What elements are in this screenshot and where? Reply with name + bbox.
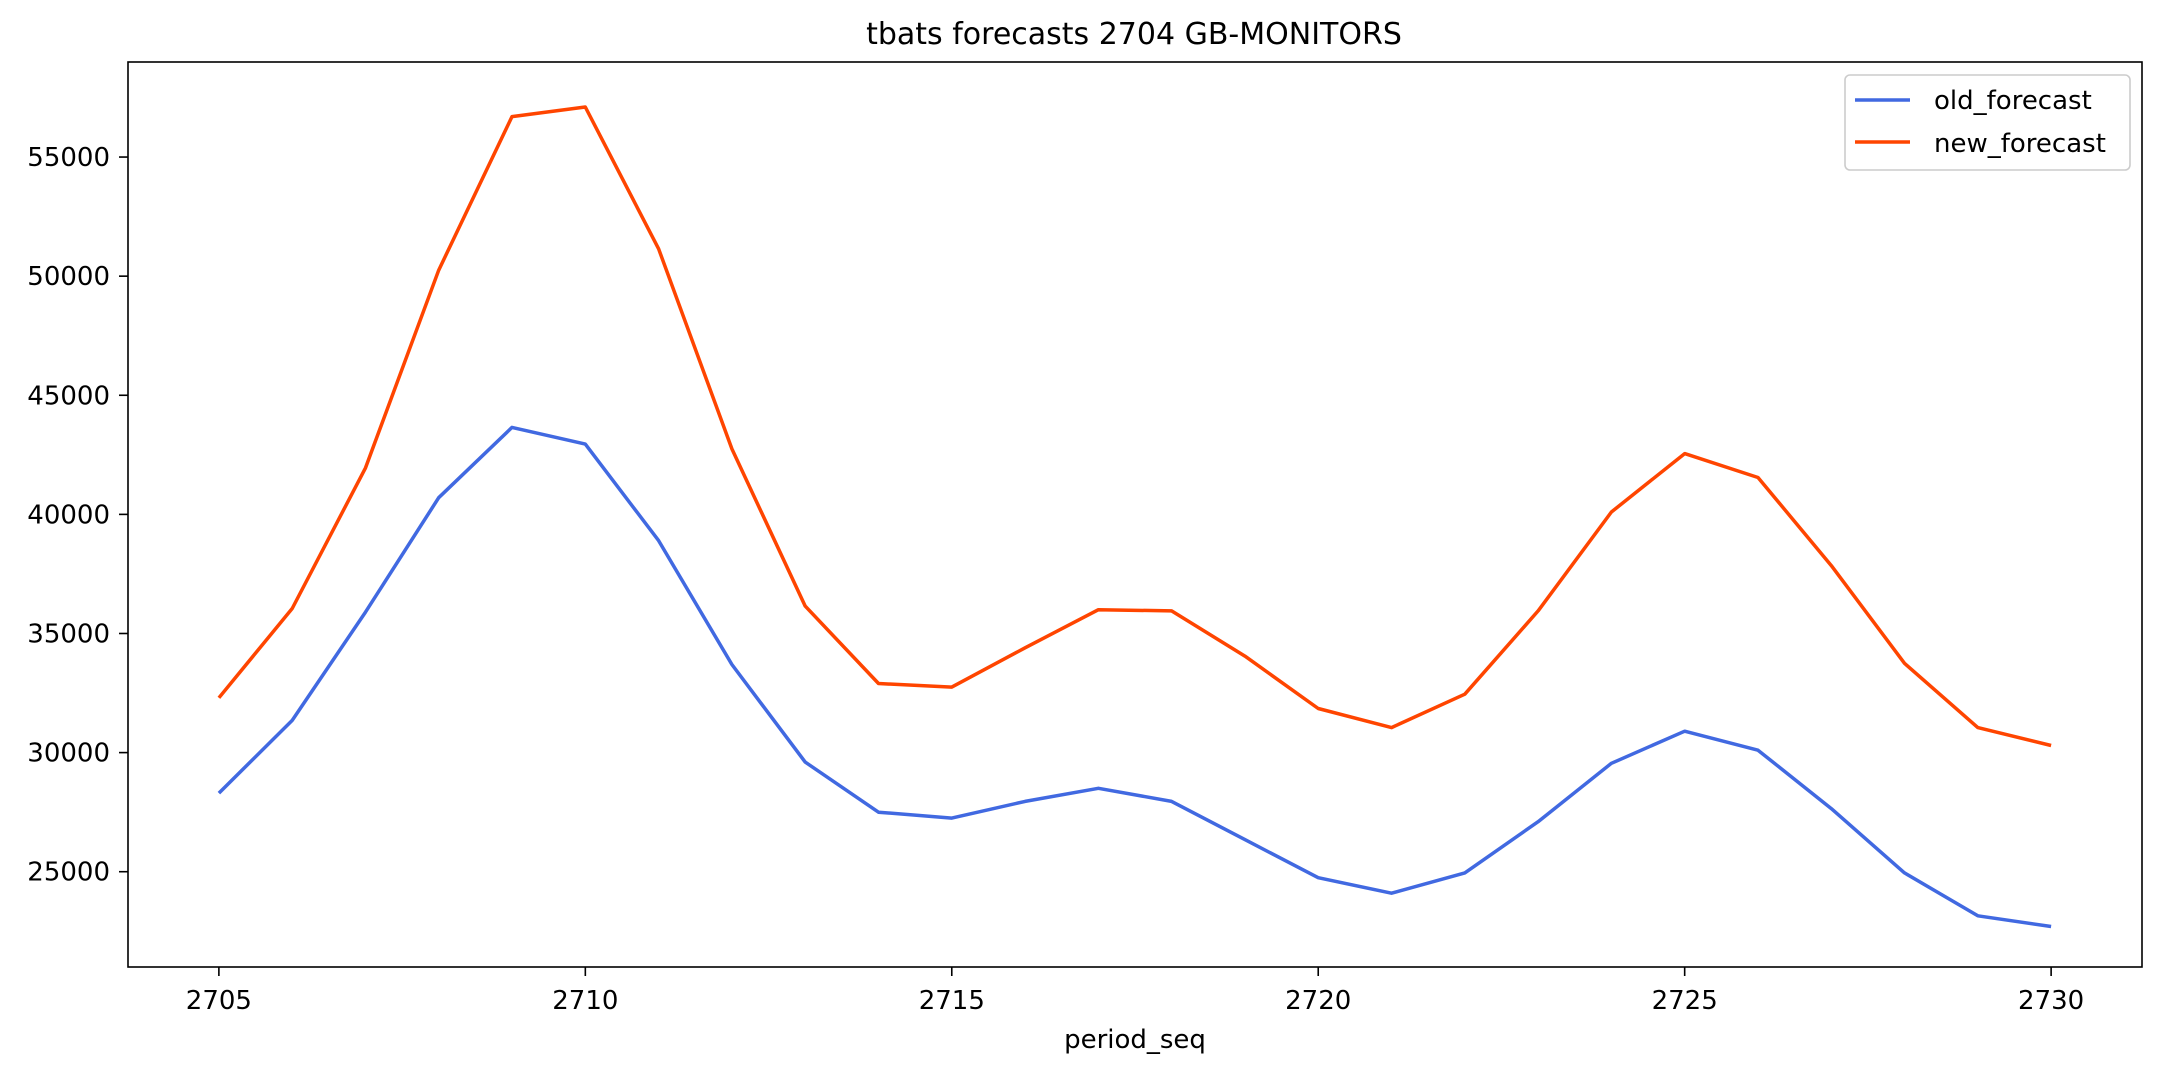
series-line-new-forecast	[217, 105, 2052, 748]
x-tick-label: 2720	[1285, 986, 1351, 1016]
y-tick-label: 35000	[27, 619, 110, 649]
y-tick-label: 55000	[27, 143, 110, 173]
x-axis-label: period_seq	[1064, 1025, 1206, 1055]
y-tick-label: 45000	[27, 381, 110, 411]
legend-box	[1844, 74, 2131, 171]
x-tick-label: 2705	[186, 986, 252, 1016]
series-layer	[217, 105, 2052, 929]
plot-area-frame	[127, 61, 2143, 968]
x-tick-label: 2710	[552, 986, 618, 1016]
y-tick-label: 30000	[27, 739, 110, 769]
x-tick-label: 2715	[919, 986, 985, 1016]
legend: old_forecast new_forecast	[1844, 74, 2131, 171]
legend-label-new-forecast: new_forecast	[1934, 129, 2106, 159]
y-tick-label: 25000	[27, 858, 110, 888]
legend-label-old-forecast: old_forecast	[1934, 86, 2092, 116]
y-axis-ticks: 25000 30000 35000 40000 45000 50000 55000	[27, 143, 128, 888]
y-tick-label: 40000	[27, 500, 110, 530]
y-tick-label: 50000	[27, 262, 110, 292]
x-tick-label: 2730	[2018, 986, 2084, 1016]
x-axis-ticks: 2705 2710 2715 2720 2725 2730	[186, 967, 2084, 1016]
x-tick-label: 2725	[1652, 986, 1718, 1016]
series-line-old-forecast	[217, 425, 2052, 929]
chart-title: tbats forecasts 2704 GB-MONITORS	[866, 17, 1402, 52]
